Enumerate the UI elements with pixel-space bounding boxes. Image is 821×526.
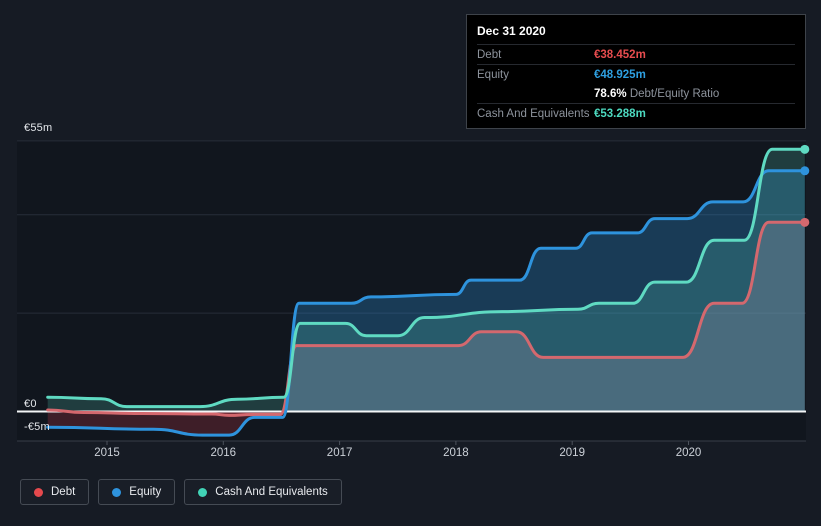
x-axis-label-2018: 2018	[443, 447, 469, 459]
y-axis-label-55m: €55m	[24, 122, 53, 134]
tooltip-cash-value: €53.288m	[594, 107, 646, 120]
debt-legend-dot-icon	[34, 487, 43, 497]
legend-label-cash-and-equivalents: Cash And Equivalents	[215, 486, 328, 498]
series-lines	[46, 147, 807, 437]
tooltip-row-equity: Equity €48.925m	[477, 65, 795, 84]
tooltip-ratio-label: Debt/Equity Ratio	[629, 87, 720, 100]
tooltip-debt-label: Debt	[477, 48, 502, 61]
legend-label-debt: Debt	[51, 486, 76, 498]
debt-line	[46, 220, 807, 417]
x-axis-label-2017: 2017	[326, 447, 353, 459]
equity-area	[283, 170, 805, 412]
equity-line	[46, 169, 807, 437]
cash-and-equivalents-line	[46, 147, 807, 409]
tooltip: Dec 31 2020 Debt €38.452m Equity €48.925…	[466, 14, 806, 129]
legend: Debt Equity Cash And Equivalents	[20, 479, 342, 505]
cash-and-equivalents-area	[47, 149, 805, 412]
y-axis-label-0: €0	[24, 398, 37, 410]
tooltip-row-debt: Debt €38.452m	[477, 45, 795, 65]
equity-endpoint-dot[interactable]	[800, 166, 810, 176]
gridlines	[17, 140, 806, 314]
x-axis-label-2019: 2019	[559, 447, 585, 459]
tooltip-ratio-value: 78.6%	[594, 87, 627, 100]
tooltip-cash-label: Cash And Equivalents	[477, 107, 590, 120]
legend-item-debt[interactable]: Debt	[20, 479, 90, 505]
tooltip-equity-value: €48.925m	[594, 68, 646, 81]
series-fills	[47, 149, 805, 436]
tooltip-ratio: 78.6% Debt/Equity Ratio	[594, 88, 719, 100]
tooltip-debt-value: €38.452m	[594, 48, 646, 61]
tooltip-row-ratio: 78.6% Debt/Equity Ratio	[477, 84, 795, 104]
debt-endpoint-dot[interactable]	[800, 217, 810, 227]
legend-item-cash-and-equivalents[interactable]: Cash And Equivalents	[184, 479, 342, 505]
x-axis-ticks	[106, 441, 689, 445]
x-axis-label-2015: 2015	[94, 447, 120, 459]
legend-label-equity: Equity	[129, 486, 162, 498]
y-axis-label-neg5m: -€5m	[24, 421, 50, 433]
plot-background	[17, 141, 806, 441]
x-axis-label-2016: 2016	[210, 447, 237, 459]
equity-legend-dot-icon	[112, 487, 122, 497]
tooltip-date: Dec 31 2020	[477, 21, 795, 45]
x-axis-label-2020: 2020	[675, 447, 702, 459]
debt-area	[281, 222, 805, 412]
endpoint-dots	[800, 144, 810, 227]
tooltip-equity-label: Equity	[477, 68, 509, 81]
equity-area	[47, 411, 284, 436]
cash-and-equivalents-endpoint-dot[interactable]	[800, 144, 810, 154]
tooltip-row-cash: Cash And Equivalents €53.288m	[477, 104, 795, 123]
legend-item-equity[interactable]: Equity	[98, 479, 176, 505]
cash-and-equivalents-legend-dot-icon	[198, 487, 208, 497]
